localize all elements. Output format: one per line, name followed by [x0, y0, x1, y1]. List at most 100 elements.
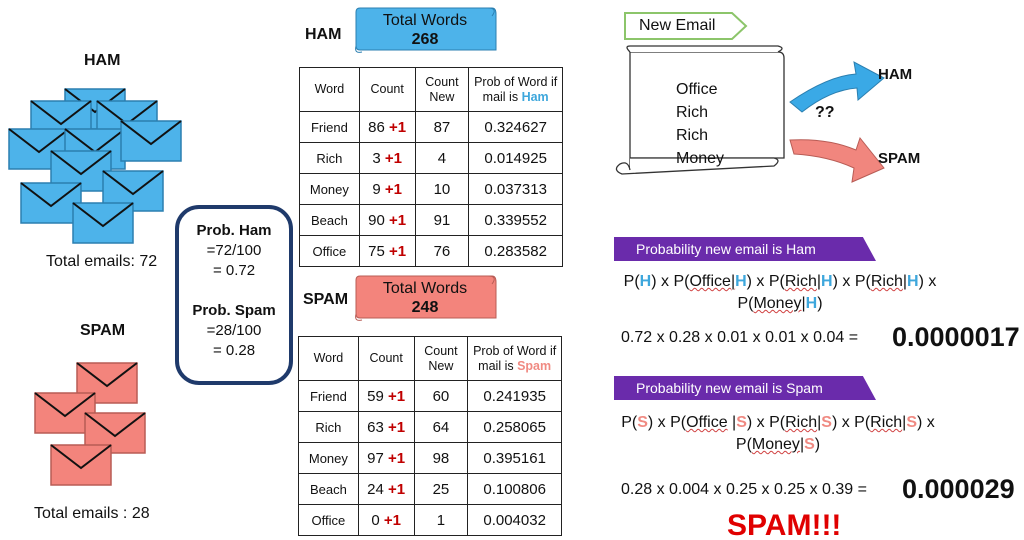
- prob-cell: 0.324627: [468, 111, 563, 143]
- table-row: Rich 63 +1 64 0.258065: [298, 411, 562, 443]
- table-row: Friend 59 +1 60 0.241935: [298, 380, 562, 412]
- prob-spam-title: Prob. Spam: [192, 302, 276, 319]
- envelope-icon: [120, 120, 182, 162]
- col-header-word: Word: [298, 336, 359, 381]
- count-new-cell: 60: [413, 380, 469, 412]
- table-row: Money 9 +1 10 0.037313: [299, 173, 563, 205]
- word-cell: Office: [298, 504, 359, 536]
- prob-cell: 0.037313: [468, 173, 563, 205]
- table-row: Beach 90 +1 91 0.339552: [299, 204, 563, 236]
- new-email-tag: New Email: [624, 12, 748, 40]
- verdict: SPAM!!!: [727, 509, 842, 540]
- prob-cell: 0.004032: [467, 504, 562, 536]
- ham-table-label: HAM: [305, 26, 342, 43]
- envelope-icon: [50, 444, 112, 486]
- table-row: Beach 24 +1 25 0.100806: [298, 473, 562, 505]
- count-cell: 97 +1: [357, 442, 415, 474]
- email-word: Money: [676, 150, 725, 167]
- count-new-cell: 91: [414, 204, 470, 236]
- spam-result: 0.000029: [902, 474, 1015, 504]
- arrow-to-spam-icon: [789, 136, 885, 183]
- word-cell: Rich: [298, 411, 359, 443]
- count-cell: 24 +1: [357, 473, 415, 505]
- arrow-to-ham-icon: [789, 61, 885, 113]
- count-cell: 86 +1: [358, 111, 416, 143]
- word-cell: Beach: [299, 204, 360, 236]
- email-word: Office: [676, 81, 718, 98]
- ham-probability-bar: Probability new email is Ham: [614, 237, 876, 261]
- spam-formula: P(S) x P(Office |S) x P(Rich|S) x P(Rich…: [621, 414, 935, 453]
- ham-word-table: Word Count Count New Prob of Word if mai…: [299, 67, 563, 267]
- spam-total-label: Total emails : 28: [34, 505, 150, 522]
- col-header-prob: Prob of Word if mail is Spam: [467, 336, 562, 381]
- prob-ham-title: Prob. Ham: [196, 222, 272, 239]
- question-marks: ??: [815, 104, 835, 121]
- spam-banner-value: 248: [411, 299, 439, 316]
- col-header-word: Word: [299, 67, 360, 112]
- count-cell: 0 +1: [357, 504, 415, 536]
- prob-ham-value: = 0.72: [212, 262, 256, 279]
- col-header-count: Count: [358, 67, 416, 112]
- col-header-prob: Prob of Word if mail is Ham: [468, 67, 563, 112]
- scroll-paper-icon: [615, 45, 785, 175]
- count-cell: 9 +1: [358, 173, 416, 205]
- prob-spam-expr: =28/100: [206, 322, 262, 339]
- spam-table-label: SPAM: [303, 291, 349, 308]
- word-cell: Money: [299, 173, 360, 205]
- spam-group-title: SPAM: [80, 322, 126, 339]
- count-cell: 75 +1: [358, 235, 416, 267]
- word-cell: Friend: [299, 111, 360, 143]
- count-new-cell: 1: [413, 504, 469, 536]
- count-new-cell: 76: [414, 235, 470, 267]
- count-cell: 3 +1: [358, 142, 416, 174]
- count-new-cell: 64: [413, 411, 469, 443]
- new-email-scroll: Office Rich Rich Money: [610, 44, 786, 180]
- spam-total-words-banner: Total Words 248: [352, 274, 498, 322]
- count-new-cell: 98: [413, 442, 469, 474]
- ham-banner-value: 268: [411, 31, 439, 48]
- word-cell: Friend: [298, 380, 359, 412]
- email-word: Rich: [676, 127, 709, 144]
- prob-cell: 0.339552: [468, 204, 563, 236]
- email-word: Rich: [676, 104, 709, 121]
- prob-cell: 0.014925: [468, 142, 563, 174]
- prior-probability-box: Prob. Ham =72/100 = 0.72 Prob. Spam =28/…: [175, 205, 293, 385]
- pentagon-tag-icon: [624, 12, 748, 40]
- table-row: Office 75 +1 76 0.283582: [299, 235, 563, 267]
- prob-cell: 0.283582: [468, 235, 563, 267]
- prob-cell: 0.100806: [467, 473, 562, 505]
- ham-formula: P(H) x P(Office|H) x P(Rich|H) x P(Rich|…: [623, 273, 937, 312]
- count-new-cell: 25: [413, 473, 469, 505]
- count-new-cell: 10: [414, 173, 470, 205]
- spam-probability-bar: Probability new email is Spam: [614, 376, 876, 400]
- spam-banner-title: Total Words: [382, 280, 468, 297]
- ham-total-words-banner: Total Words 268: [352, 6, 498, 54]
- table-row: Office 0 +1 1 0.004032: [298, 504, 562, 536]
- prob-spam-value: = 0.28: [212, 342, 256, 359]
- count-cell: 90 +1: [358, 204, 416, 236]
- spam-word-table: Word Count Count New Prob of Word if mai…: [298, 336, 562, 536]
- prob-cell: 0.395161: [467, 442, 562, 474]
- ham-result: 0.0000017: [892, 322, 1020, 352]
- count-cell: 63 +1: [357, 411, 415, 443]
- scroll-banner-icon: [355, 7, 497, 53]
- col-header-count-new: Count New: [413, 336, 469, 381]
- ham-total-label: Total emails: 72: [46, 253, 158, 270]
- count-new-cell: 4: [414, 142, 470, 174]
- word-cell: Money: [298, 442, 359, 474]
- col-header-count: Count: [357, 336, 415, 381]
- table-row: Friend 86 +1 87 0.324627: [299, 111, 563, 143]
- table-row: Rich 3 +1 4 0.014925: [299, 142, 563, 174]
- ham-calc: 0.72 x 0.28 x 0.01 x 0.01 x 0.04 =: [621, 329, 859, 346]
- arrow-spam-label: SPAM: [878, 150, 921, 167]
- spam-calc: 0.28 x 0.004 x 0.25 x 0.25 x 0.39 =: [621, 481, 867, 498]
- word-cell: Office: [299, 235, 360, 267]
- prob-cell: 0.241935: [467, 380, 562, 412]
- scroll-banner-icon: [355, 275, 497, 321]
- ham-group-title: HAM: [84, 52, 121, 69]
- prob-cell: 0.258065: [467, 411, 562, 443]
- count-new-cell: 87: [414, 111, 470, 143]
- arrow-ham-label: HAM: [878, 66, 913, 83]
- envelope-icon: [72, 202, 134, 244]
- prob-ham-expr: =72/100: [206, 242, 262, 259]
